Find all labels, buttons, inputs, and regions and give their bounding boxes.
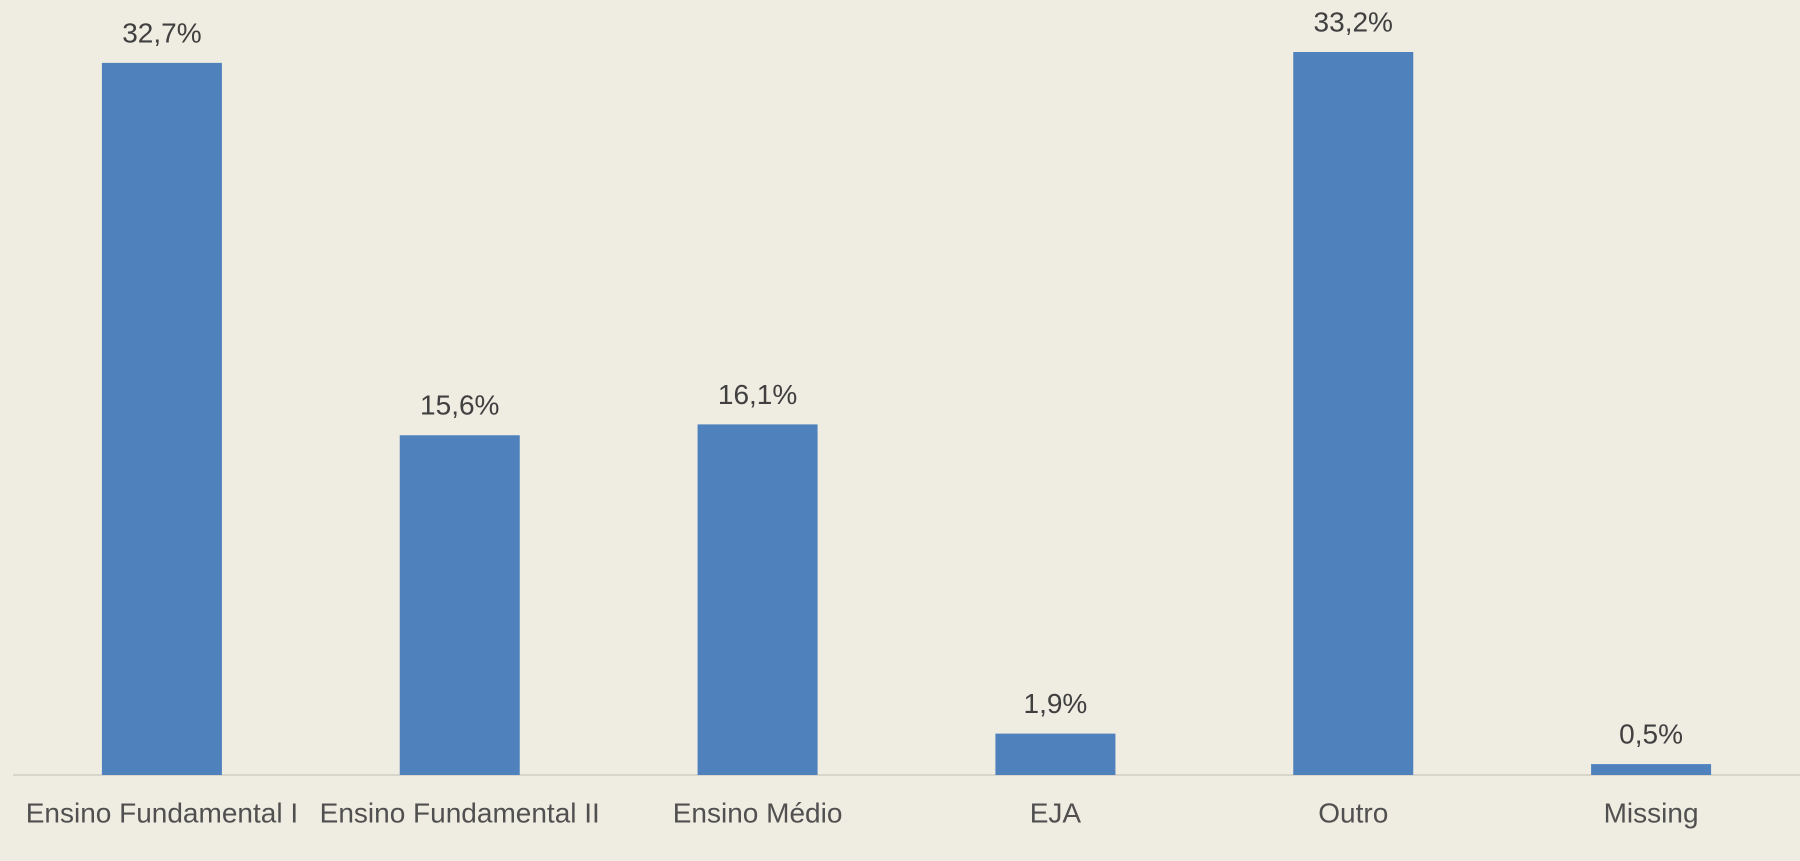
bar (399, 435, 520, 775)
value-label: 0,5% (1619, 719, 1683, 750)
value-label: 32,7% (122, 17, 201, 48)
x-tick-label: Ensino Fundamental I (26, 797, 298, 828)
bar (101, 62, 222, 776)
x-tick-label: Ensino Médio (673, 797, 843, 828)
value-label: 15,6% (420, 390, 499, 421)
value-label: 16,1% (718, 379, 797, 410)
value-label: 33,2% (1314, 6, 1393, 37)
x-tick-label: Ensino Fundamental II (320, 797, 600, 828)
value-label: 1,9% (1024, 688, 1088, 719)
bar (1293, 52, 1414, 775)
bar (697, 424, 818, 775)
bar (995, 733, 1116, 775)
x-tick-label: Missing (1604, 797, 1699, 828)
x-tick-label: Outro (1318, 797, 1388, 828)
x-tick-label: EJA (1030, 797, 1082, 828)
bar (1591, 764, 1712, 775)
